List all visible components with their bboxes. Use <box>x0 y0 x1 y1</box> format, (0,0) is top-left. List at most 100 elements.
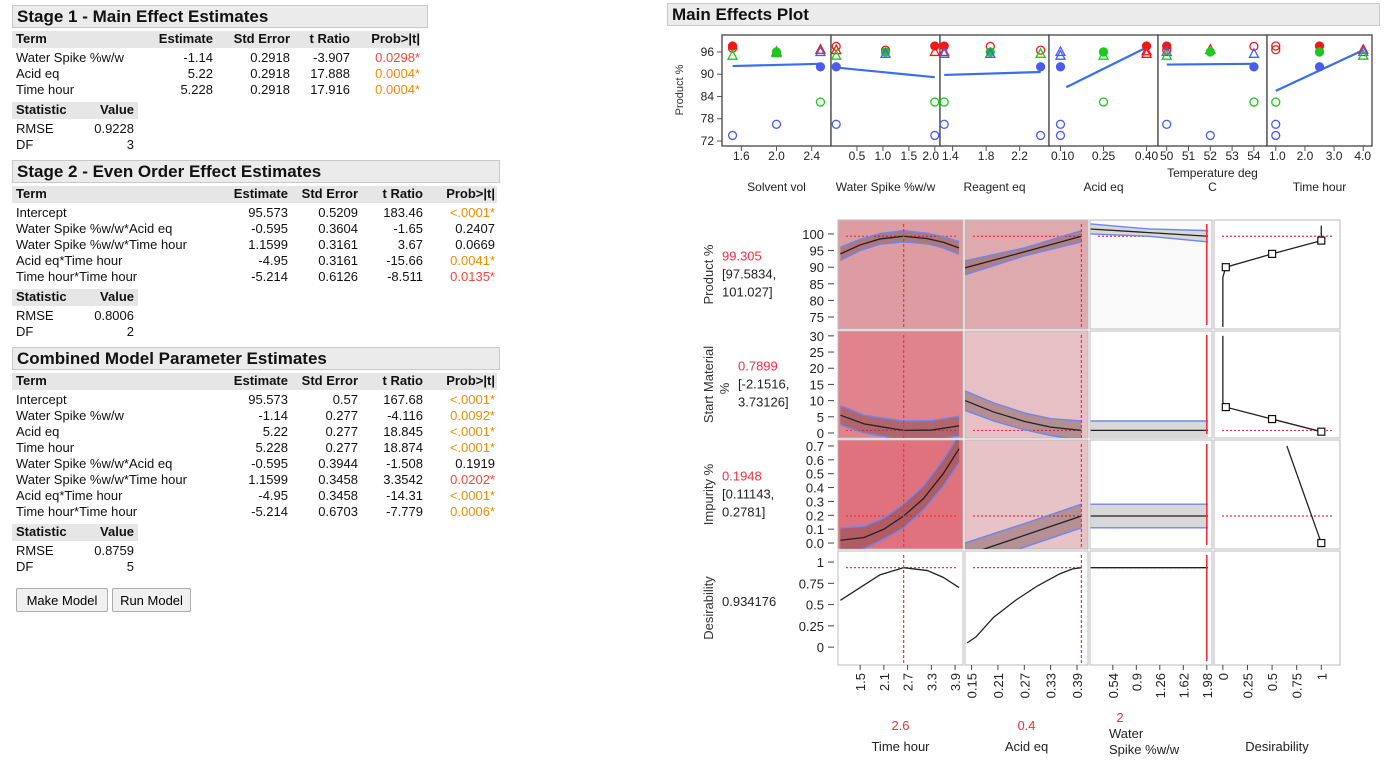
profiler-cell[interactable] <box>1213 439 1341 550</box>
data-point-open <box>1162 119 1172 129</box>
desirability-handle[interactable] <box>1267 414 1277 424</box>
estimate-cell: -4.95 <box>258 488 288 503</box>
statistic-label: RMSE <box>16 308 54 323</box>
profiler-cell[interactable] <box>837 219 964 330</box>
desirability-handle[interactable] <box>1221 263 1230 272</box>
desirability-handle[interactable] <box>1317 236 1326 245</box>
x-tick-label: 51 <box>1182 149 1196 163</box>
response-name: Desirability <box>701 576 716 640</box>
table-title[interactable]: Stage 2 - Even Order Effect Estimates <box>12 160 500 183</box>
ci-upper: 101.027] <box>722 285 773 300</box>
column-header[interactable]: Prob>|t| <box>446 186 495 201</box>
make-model-button[interactable]: Make Model <box>16 588 108 612</box>
column-header[interactable]: Statistic <box>16 524 67 539</box>
profiler-cell[interactable] <box>1089 439 1213 550</box>
estimate-cell: -4.95 <box>258 253 288 268</box>
cell-background <box>837 550 964 666</box>
column-header[interactable]: Std Error <box>301 373 358 388</box>
column-header[interactable]: Estimate <box>233 186 288 201</box>
column-header-row <box>12 31 420 48</box>
x-tick-label: 3.9 <box>948 673 963 691</box>
lower-ci-line <box>1017 527 1082 549</box>
data-point-filled <box>1035 62 1046 72</box>
t-ratio-cell: -8.511 <box>387 269 423 284</box>
ci-lower: [-2.1516, <box>738 377 789 392</box>
data-point-open <box>1271 130 1281 141</box>
profiler-cell[interactable] <box>964 330 1089 440</box>
t-ratio-cell: 18.845 <box>383 424 423 439</box>
desirability-handle[interactable] <box>1317 538 1326 548</box>
column-header[interactable]: t Ratio <box>309 31 350 46</box>
column-header[interactable]: Term <box>16 186 47 201</box>
std-error-cell: 0.3944 <box>318 456 358 471</box>
desirability-handle[interactable] <box>1267 249 1277 258</box>
run-model-button[interactable]: Run Model <box>112 588 191 612</box>
column-header[interactable]: Std Error <box>301 186 358 201</box>
table-title[interactable]: Combined Model Parameter Estimates <box>12 347 500 370</box>
profiler-cell[interactable] <box>1213 550 1341 666</box>
prob-cell: <.0001* <box>449 440 495 455</box>
x-tick-label: 1.4 <box>942 149 959 163</box>
cell-background <box>1089 439 1213 550</box>
column-header[interactable]: Term <box>16 373 47 388</box>
column-header[interactable]: Value <box>100 524 134 539</box>
upper-ci-line <box>965 503 1082 544</box>
data-point-open <box>1098 97 1109 107</box>
profiler-cell[interactable] <box>964 219 1089 330</box>
profiler-cell[interactable] <box>837 550 964 666</box>
x-tick-label: 1.26 <box>1153 673 1168 698</box>
cell-background <box>837 439 964 550</box>
column-header[interactable]: Std Error <box>233 31 290 46</box>
prob-cell: <.0001* <box>449 488 495 503</box>
std-error-cell: 0.6126 <box>318 269 358 284</box>
data-point-open <box>1271 119 1281 129</box>
prob-cell: 0.0135* <box>450 269 495 284</box>
desirability-handle[interactable] <box>1221 402 1230 412</box>
y-tick-label: 5 <box>817 410 824 425</box>
column-header[interactable]: t Ratio <box>382 186 423 201</box>
column-header[interactable]: Prob>|t| <box>446 373 495 388</box>
x-tick-label: 2.0 <box>922 149 939 163</box>
profiler-cell[interactable] <box>837 435 964 553</box>
data-point-open <box>1271 41 1281 51</box>
cell-background <box>964 219 1089 330</box>
profiler-cell[interactable] <box>1213 330 1341 439</box>
data-point-triangle <box>929 45 941 57</box>
column-header[interactable]: Estimate <box>158 31 213 46</box>
column-header[interactable]: Statistic <box>16 102 67 117</box>
y-tick-label: 0 <box>817 640 824 655</box>
table-title[interactable]: Stage 1 - Main Effect Estimates <box>12 5 428 28</box>
main-effects-plot-title[interactable]: Main Effects Plot <box>667 3 1380 26</box>
factor-value[interactable]: 2.6 <box>891 718 909 733</box>
profiler-cell[interactable] <box>837 330 964 440</box>
desirability-handle[interactable] <box>1317 427 1326 436</box>
factor-value[interactable]: 0.4 <box>1017 718 1035 733</box>
profiler-cell[interactable] <box>1089 330 1213 440</box>
profiler-cell[interactable] <box>1089 219 1213 330</box>
column-header[interactable]: Estimate <box>233 373 288 388</box>
profiler-cell[interactable] <box>964 550 1089 666</box>
profiler-cell[interactable] <box>964 439 1089 569</box>
column-header[interactable]: Term <box>16 31 47 46</box>
upper-ci-line <box>965 390 1082 422</box>
t-ratio-cell: -1.65 <box>393 221 423 236</box>
cell-background <box>1213 550 1341 666</box>
column-header[interactable]: Prob>|t| <box>371 31 420 46</box>
column-header[interactable]: Statistic <box>16 289 67 304</box>
y-tick-label: 1 <box>817 555 824 570</box>
column-header[interactable]: t Ratio <box>382 373 423 388</box>
factor-label: Reagent eq <box>963 180 1025 194</box>
column-header[interactable]: Value <box>100 102 134 117</box>
term-cell: Time hour <box>16 440 75 455</box>
x-tick-label: 2.0 <box>1297 149 1314 163</box>
profiler-cell[interactable] <box>1213 219 1341 330</box>
term-cell: Time hour*Time hour <box>16 504 138 519</box>
x-tick-label: 2.2 <box>1011 149 1028 163</box>
column-header[interactable]: Value <box>100 289 134 304</box>
ci-lower: [97.5834, <box>722 267 776 282</box>
profiler-cell[interactable] <box>1089 550 1213 666</box>
x-tick-label: 0.25 <box>1092 149 1116 163</box>
data-point-open <box>930 97 940 107</box>
factor-value[interactable]: 2 <box>1116 710 1123 725</box>
y-tick-label: 0.7 <box>806 439 824 454</box>
